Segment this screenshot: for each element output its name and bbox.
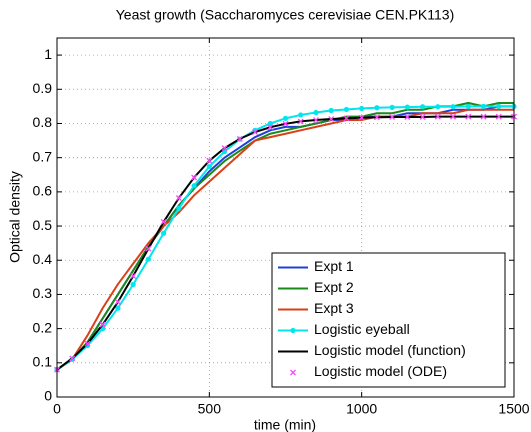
x-tick-label: 1000 — [346, 401, 377, 417]
marker — [450, 104, 456, 110]
marker — [373, 114, 380, 121]
marker — [434, 113, 441, 120]
y-tick-label: 0.4 — [33, 251, 53, 267]
marker — [420, 104, 426, 110]
legend-label: Logistic model (ODE) — [314, 363, 447, 379]
marker — [290, 327, 296, 334]
marker — [404, 114, 411, 120]
marker — [221, 145, 228, 152]
marker — [252, 129, 258, 135]
marker — [465, 113, 472, 120]
marker — [358, 114, 365, 121]
legend-box — [271, 252, 506, 388]
y-tick-label: 0.6 — [33, 183, 53, 199]
series-line — [56, 108, 514, 371]
marker — [480, 103, 487, 109]
marker — [328, 116, 335, 122]
marker — [69, 355, 76, 362]
y-tick-label: 0.1 — [33, 354, 53, 370]
legend-label: Expt 2 — [314, 279, 354, 295]
axes-box — [56, 37, 515, 398]
marker — [313, 117, 319, 124]
x-tick-label: 500 — [198, 401, 222, 417]
marker — [99, 321, 106, 328]
marker — [298, 112, 304, 118]
y-tick-label: 0.8 — [33, 114, 53, 130]
marker — [267, 120, 273, 127]
y-tick-label: 1 — [44, 46, 52, 62]
marker — [206, 163, 212, 170]
marker — [389, 114, 396, 120]
marker — [359, 105, 365, 112]
marker — [206, 157, 213, 164]
marker — [130, 273, 137, 279]
y-axis-label: Optical density — [7, 171, 23, 263]
legend-label: Logistic eyeball — [314, 321, 410, 337]
x-axis-label: time (min) — [254, 417, 316, 432]
marker — [176, 205, 182, 211]
marker — [114, 298, 121, 305]
marker — [465, 103, 471, 109]
marker — [236, 135, 243, 142]
marker — [343, 106, 350, 113]
marker — [191, 174, 198, 181]
marker — [435, 104, 441, 110]
y-tick-label: 0.3 — [33, 285, 53, 301]
marker — [404, 104, 410, 110]
marker — [160, 218, 167, 225]
marker — [290, 369, 296, 376]
legend-label: Expt 1 — [314, 258, 354, 274]
y-tick-label: 0.2 — [33, 319, 53, 335]
marker — [130, 281, 136, 288]
marker — [480, 113, 487, 120]
marker — [374, 105, 380, 111]
marker — [282, 115, 289, 121]
marker — [389, 104, 395, 111]
x-tick-label: 0 — [53, 401, 61, 417]
marker — [175, 195, 182, 201]
y-tick-label: 0.9 — [33, 80, 53, 96]
marker — [84, 340, 91, 347]
marker — [161, 230, 167, 236]
y-tick-label: 0.7 — [33, 148, 53, 164]
legend-label: Expt 3 — [314, 300, 354, 316]
marker — [191, 183, 197, 189]
marker — [267, 124, 274, 131]
marker — [450, 113, 457, 120]
marker — [282, 120, 289, 127]
marker — [145, 245, 152, 252]
y-tick-label: 0 — [44, 388, 52, 404]
marker — [419, 114, 426, 120]
marker — [328, 107, 334, 114]
marker — [115, 305, 121, 311]
marker — [313, 109, 319, 116]
marker — [297, 118, 304, 125]
y-tick-label: 0.5 — [33, 217, 53, 233]
marker — [496, 103, 502, 109]
chart-title: Yeast growth (Saccharomyces cerevisiae C… — [116, 7, 454, 23]
marker — [145, 256, 151, 262]
x-tick-label: 1500 — [498, 401, 529, 417]
marker — [495, 113, 502, 120]
marker — [343, 115, 350, 122]
legend-label: Logistic model (function) — [314, 342, 466, 358]
